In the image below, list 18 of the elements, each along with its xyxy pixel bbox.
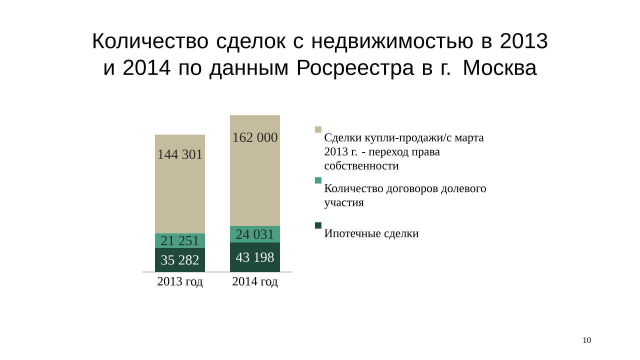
bar (155, 134, 206, 234)
bar (155, 233, 206, 248)
data-label: 35 282 (161, 255, 199, 265)
x-tick-label: 2013 год (158, 276, 203, 288)
bar (230, 242, 280, 272)
text: 10 (583, 337, 591, 344)
legend-label: Сделки купли-продажи/с марта 2013 г. - переход права собственности (324, 133, 484, 170)
legend-label: Ипотечные сделки (324, 229, 419, 240)
data-label: 24 031 (236, 229, 274, 239)
x-tick-label: 2014 год (232, 276, 278, 288)
chart-title: Количество сделок с недвижимостью в 2013 и 2014 по данным Росреестра в г. Москва (94, 32, 548, 80)
data-label: 162 000 (233, 132, 278, 142)
legend-label: Количество договоров долевого участия (324, 184, 486, 209)
data-label: 144 301 (158, 150, 202, 160)
data-label: 21 251 (161, 236, 198, 246)
bar (230, 115, 280, 226)
data-label: 43 198 (236, 252, 274, 262)
bar (155, 248, 206, 272)
